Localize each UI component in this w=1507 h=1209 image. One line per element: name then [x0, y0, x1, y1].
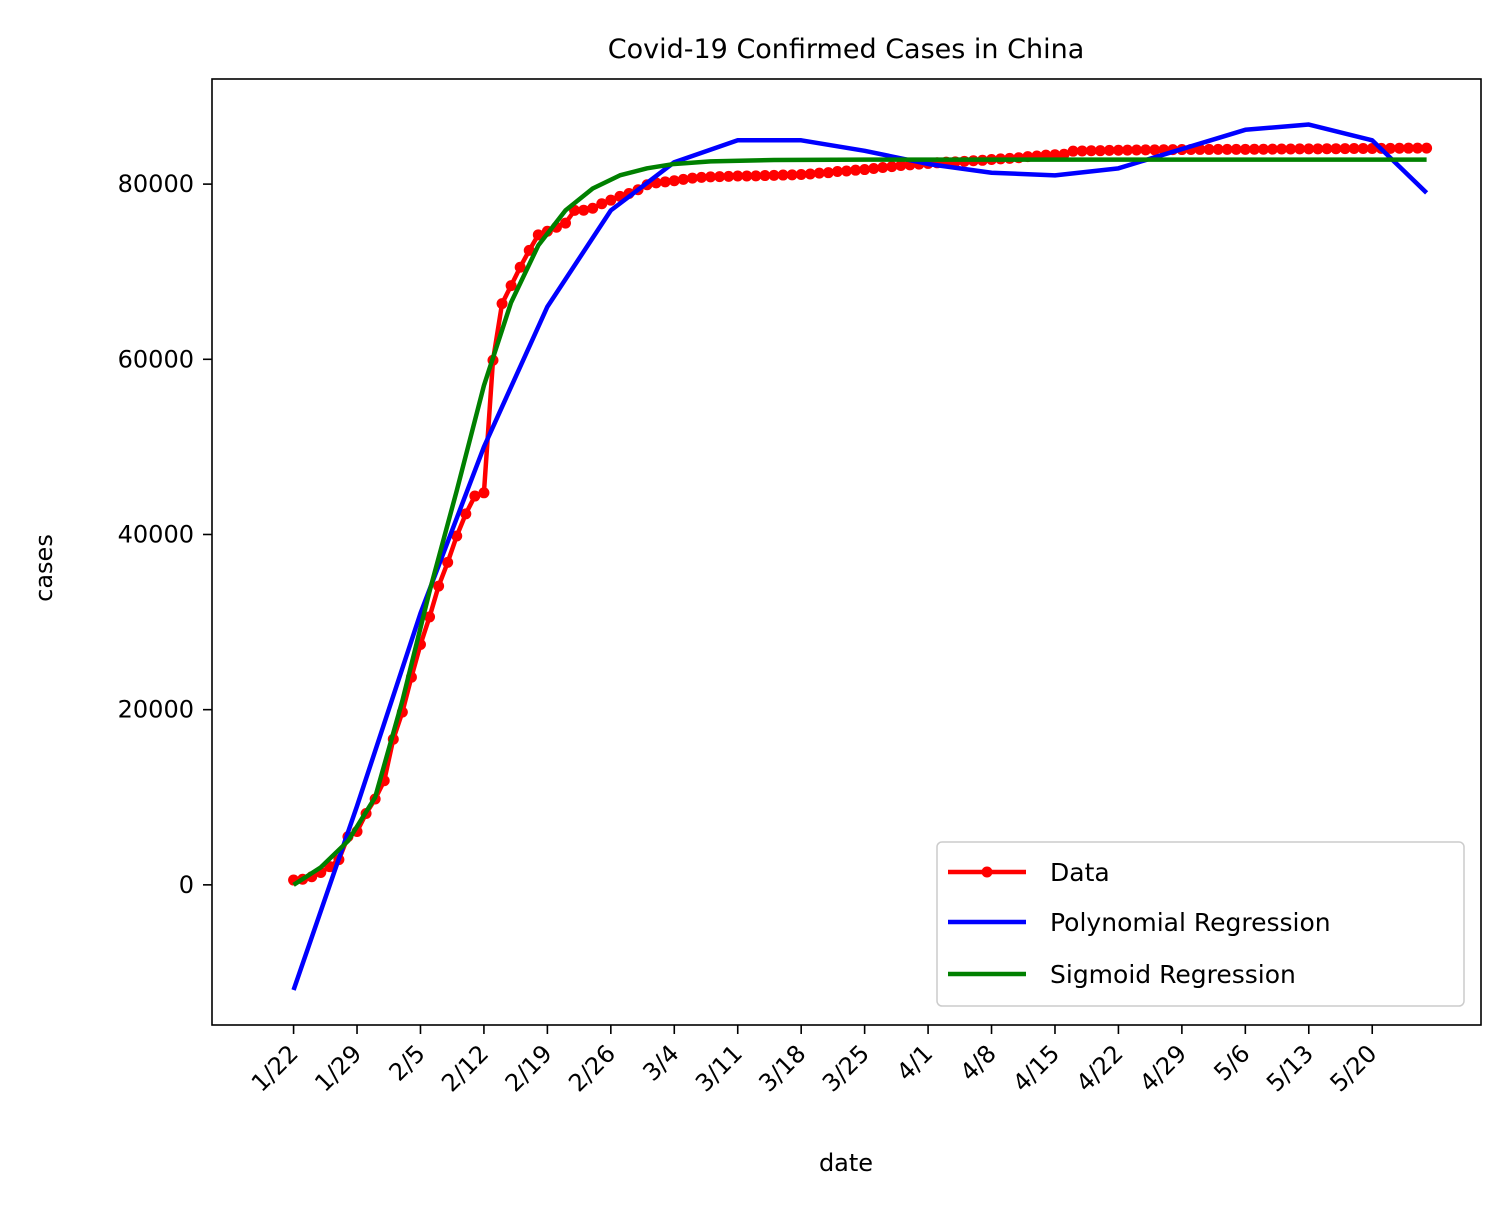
data-point: [1348, 143, 1360, 155]
y-tick-label: 0: [179, 871, 194, 899]
data-point: [1357, 143, 1369, 155]
y-tick-label: 60000: [118, 345, 194, 373]
data-point: [1402, 142, 1414, 154]
data-point: [1312, 143, 1324, 155]
data-point: [514, 261, 526, 273]
data-point: [777, 169, 789, 181]
data-point: [532, 229, 544, 241]
data-point: [786, 169, 798, 181]
y-tick-label: 20000: [118, 696, 194, 724]
data-point: [1294, 143, 1306, 155]
data-point: [1384, 142, 1396, 154]
data-point: [877, 161, 889, 173]
data-point: [695, 171, 707, 183]
data-point: [686, 172, 698, 184]
data-point: [768, 169, 780, 181]
legend-marker: [981, 866, 993, 878]
y-axis-label: cases: [30, 534, 58, 602]
data-point: [424, 611, 436, 623]
data-point: [1212, 143, 1224, 155]
data-point: [750, 170, 762, 182]
data-point: [1421, 142, 1433, 154]
data-point: [659, 176, 671, 188]
data-point: [478, 487, 490, 499]
data-point: [469, 490, 481, 502]
data-point: [1221, 143, 1233, 155]
data-point: [1330, 143, 1342, 155]
legend-box: [936, 841, 1465, 1007]
y-tick-label: 40000: [118, 520, 194, 548]
series-line-polynomial-regression: [291, 122, 1429, 991]
data-point: [668, 175, 680, 187]
data-point: [732, 170, 744, 182]
data-point: [451, 530, 463, 542]
chart-title: Covid-19 Confirmed Cases in China: [608, 34, 1084, 65]
data-point: [1393, 142, 1405, 154]
data-point: [859, 164, 871, 176]
data-point: [1067, 145, 1079, 157]
data-point: [795, 168, 807, 180]
data-point: [1131, 144, 1143, 156]
data-point: [831, 166, 843, 178]
data-point: [1112, 144, 1124, 156]
data-point: [1149, 144, 1161, 156]
data-point: [714, 171, 726, 183]
data-point: [596, 198, 608, 210]
data-point: [1121, 144, 1133, 156]
data-point: [1257, 143, 1269, 155]
data-point: [1412, 142, 1424, 154]
data-point: [804, 168, 816, 180]
data-point: [1321, 143, 1333, 155]
y-tick-label: 80000: [118, 170, 194, 198]
data-point: [868, 163, 880, 174]
data-point: [705, 171, 717, 183]
data-point: [1203, 143, 1215, 155]
data-point: [1239, 143, 1251, 155]
data-point: [822, 167, 834, 179]
data-point: [505, 280, 517, 292]
data-point: [813, 167, 825, 179]
data-point: [433, 580, 445, 592]
data-point: [1248, 143, 1260, 155]
data-point: [677, 173, 689, 185]
data-point: [1276, 143, 1288, 155]
data-point: [587, 202, 599, 214]
data-point: [1058, 148, 1070, 160]
series-line-sigmoid-regression: [292, 157, 1427, 887]
data-point: [741, 170, 753, 182]
data-point: [841, 165, 852, 177]
data-point: [460, 508, 472, 520]
data-point: [723, 170, 735, 182]
data-point: [560, 217, 572, 229]
data-point: [523, 244, 535, 256]
data-point: [442, 556, 454, 568]
data-point: [1303, 143, 1315, 155]
legend: Data Polynomial Regression Sigmoid Regress…: [936, 841, 1465, 1007]
plot-frame: [211, 78, 1482, 1026]
data-point: [1085, 145, 1097, 157]
legend-label: Polynomial Regression: [1050, 908, 1331, 937]
data-point: [1103, 144, 1115, 156]
data-point: [1076, 145, 1088, 157]
legend-label: Data: [1050, 858, 1110, 887]
x-axis-label: date: [819, 1149, 873, 1177]
data-point: [605, 194, 617, 206]
data-point: [496, 298, 508, 310]
data-point: [850, 164, 862, 176]
data-point: [886, 161, 898, 173]
data-point: [1267, 143, 1279, 155]
data-point: [578, 204, 590, 216]
data-point: [1230, 143, 1242, 155]
data-point: [759, 170, 771, 182]
data-point: [1094, 145, 1106, 157]
data-point: [895, 160, 907, 172]
data-point: [1140, 144, 1152, 156]
data-point: [1285, 143, 1297, 155]
data-point: [1339, 143, 1351, 155]
legend-label: Sigmoid Regression: [1050, 960, 1296, 989]
